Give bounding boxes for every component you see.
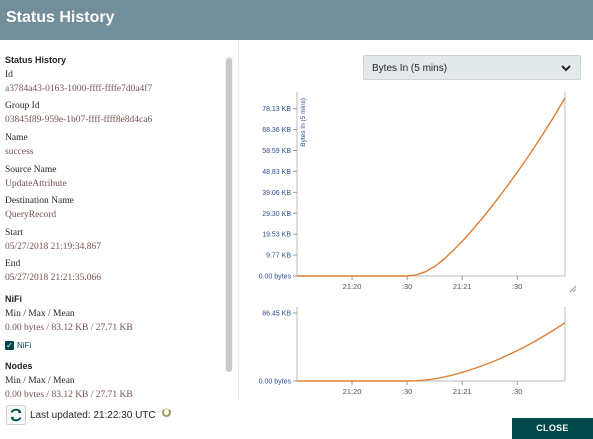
nifi-section-title: NiFi — [5, 294, 22, 304]
detail-chart: 0.00 bytes 9.77 KB 19.53 KB 29.30 KB 39.06 K… — [259, 92, 566, 291]
y-tick-label: 0.00 bytes — [259, 274, 292, 281]
metric-select-value: Bytes In (5 mins) — [372, 63, 448, 74]
x-tick-label: 21:20 — [343, 387, 362, 396]
y-axis-label: Bytes In (5 mins) — [300, 98, 307, 147]
details-scrollbar-thumb[interactable] — [226, 58, 232, 372]
destination-name-label: Destination Name — [5, 196, 74, 206]
y-tick-label: 19.53 KB — [262, 232, 291, 239]
group-id-value: 03845f89-959e-1b07-ffff-ffff8e8d4ca6 — [5, 115, 153, 125]
group-id-label: Group Id — [5, 101, 40, 111]
overview-chart[interactable]: 0.00 bytes 86.45 KB 21:20 :30 21:21 :30 — [259, 307, 566, 396]
panel-divider — [238, 40, 239, 400]
end-value: 05/27/2018 21:21:35.066 — [5, 273, 102, 283]
y-tick-label: 48.83 KB — [262, 169, 291, 176]
y-tick-label: 29.30 KB — [262, 211, 291, 218]
series-line — [297, 97, 566, 277]
end-label: End — [5, 259, 21, 269]
y-tick-label: 68.36 KB — [262, 127, 291, 134]
y-tick-label: 9.77 KB — [266, 253, 291, 260]
nodes-min-max-mean-label: Min / Max / Mean — [5, 376, 75, 386]
name-value: success — [5, 147, 34, 157]
chevron-down-icon — [561, 65, 571, 72]
details-section-title: Status History — [5, 55, 67, 65]
last-updated-text: Last updated: 21:22:30 UTC — [30, 410, 156, 421]
series-line — [297, 322, 566, 382]
start-value: 05/27/2018 21:19:34.867 — [5, 242, 102, 252]
x-tick-label: 21:21 — [453, 387, 472, 396]
refresh-icon — [10, 408, 22, 422]
nifi-min-max-mean-label: Min / Max / Mean — [5, 309, 75, 319]
nifi-min-max-mean-value: 0.00 bytes / 83.12 KB / 27.71 KB — [5, 323, 133, 333]
x-tick-label: :30 — [402, 282, 412, 291]
x-tick-label: :30 — [512, 282, 522, 291]
dialog-title: Status History — [6, 9, 115, 26]
id-label: Id — [5, 70, 13, 80]
loading-spinner-icon — [162, 408, 171, 417]
status-history-charts: 0.00 bytes 9.77 KB 19.53 KB 29.30 KB 39.06 K… — [259, 92, 577, 396]
x-tick-label: 21:20 — [343, 282, 362, 291]
y-tick-label: 39.06 KB — [262, 190, 291, 197]
source-name-value: UpdateAttribute — [5, 179, 67, 189]
y-tick-label: 78.13 KB — [262, 106, 291, 113]
id-value: a3784a43-0163-1000-ffff-ffffe7d0a4f7 — [5, 84, 153, 94]
checkbox-checked-icon[interactable]: ✓ — [5, 341, 14, 350]
source-name-label: Source Name — [5, 165, 57, 175]
dialog-header: Status History — [0, 0, 593, 40]
status-details-panel: Status History Id a3784a43-0163-1000-fff… — [0, 52, 220, 398]
nodes-min-max-mean-value: 0.00 bytes / 83.12 KB / 27.71 KB — [5, 390, 133, 398]
y-tick-label: 0.00 bytes — [259, 379, 292, 386]
y-tick-label: 58.59 KB — [262, 148, 291, 155]
destination-name-value: QueryRecord — [5, 210, 57, 220]
metric-select[interactable]: Bytes In (5 mins) — [363, 55, 581, 80]
name-label: Name — [5, 133, 28, 143]
resize-handle-icon[interactable] — [569, 285, 577, 293]
nodes-section-title: Nodes — [5, 361, 33, 371]
x-tick-label: 21:21 — [453, 282, 472, 291]
nifi-series-label: NiFi — [17, 341, 32, 350]
x-tick-label: :30 — [512, 387, 522, 396]
nifi-series-toggle[interactable]: ✓ NiFi — [5, 341, 31, 350]
start-label: Start — [5, 228, 23, 238]
close-button[interactable]: CLOSE — [512, 418, 593, 439]
y-tick-label: 86.45 KB — [262, 311, 291, 318]
refresh-button[interactable] — [6, 405, 26, 425]
x-tick-label: :30 — [402, 387, 412, 396]
